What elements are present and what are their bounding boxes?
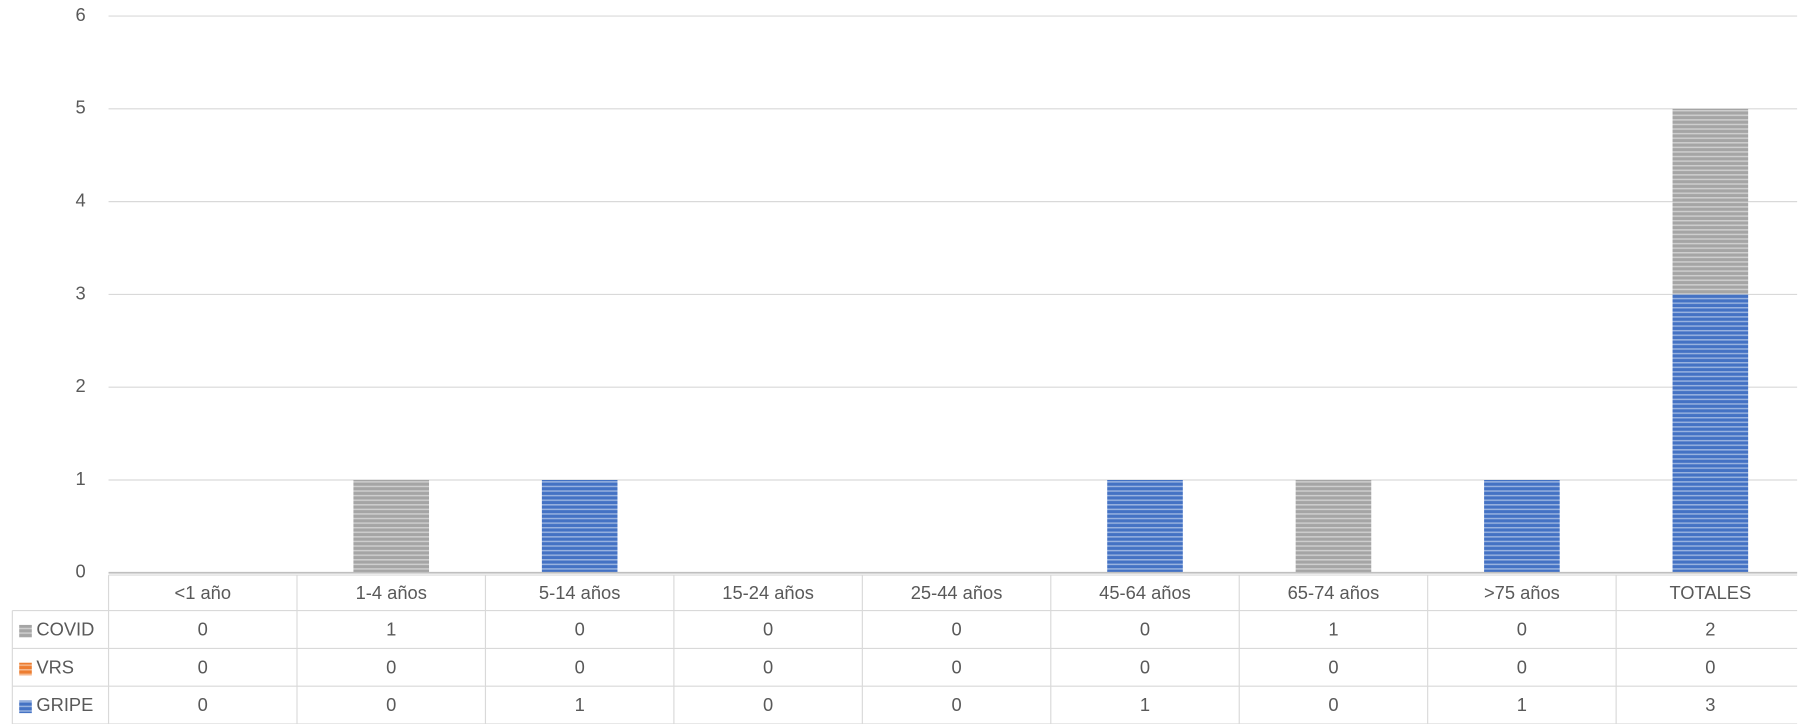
x-tick-label: <1 año — [175, 582, 232, 603]
table-value: 0 — [386, 656, 396, 677]
legend-label: VRS — [36, 656, 74, 677]
table-value: 0 — [198, 694, 208, 715]
table-value: 0 — [1328, 656, 1338, 677]
table-value: 0 — [1517, 618, 1527, 639]
table-value: 3 — [1705, 694, 1715, 715]
y-tick-label: 1 — [75, 468, 85, 489]
x-tick-label: >75 años — [1484, 582, 1560, 603]
table-value: 1 — [1328, 618, 1338, 639]
x-tick-label: 5-14 años — [539, 582, 620, 603]
table-value: 1 — [575, 694, 585, 715]
table-value: 0 — [1705, 656, 1715, 677]
table-value: 0 — [575, 656, 585, 677]
table-value: 0 — [1328, 694, 1338, 715]
table-value: 0 — [198, 656, 208, 677]
legend-label: COVID — [36, 618, 94, 639]
x-tick-label: 25-44 años — [911, 582, 1003, 603]
table-value: 0 — [763, 656, 773, 677]
table-value: 1 — [1517, 694, 1527, 715]
y-tick-label: 6 — [75, 4, 85, 25]
x-tick-label: 15-24 años — [722, 582, 814, 603]
y-tick-label: 4 — [75, 189, 85, 210]
bar-segment — [1672, 108, 1749, 295]
y-tick-label: 2 — [75, 375, 85, 396]
x-tick-label: 45-64 años — [1099, 582, 1191, 603]
bar-segment — [1672, 294, 1749, 573]
bar-segment — [1295, 479, 1372, 573]
bar-segment — [1107, 479, 1183, 573]
table-value: 0 — [951, 656, 961, 677]
table-value: 0 — [951, 694, 961, 715]
table-value: 1 — [1140, 694, 1150, 715]
bar-segment — [353, 479, 430, 573]
table-value: 0 — [763, 618, 773, 639]
y-tick-label: 5 — [75, 97, 85, 118]
table-value: 0 — [1517, 656, 1527, 677]
bar-segment — [541, 479, 618, 573]
y-tick-label: 3 — [75, 282, 85, 303]
x-tick-label: 1-4 años — [356, 582, 427, 603]
table-value: 2 — [1705, 618, 1715, 639]
x-tick-label: TOTALES — [1669, 582, 1751, 603]
table-value: 0 — [763, 694, 773, 715]
table-value: 0 — [1140, 618, 1150, 639]
table-value: 0 — [951, 618, 961, 639]
bar-segment — [1484, 479, 1560, 573]
table-value: 0 — [198, 618, 208, 639]
table-value: 0 — [575, 618, 585, 639]
y-tick-label: 0 — [75, 561, 85, 582]
legend-swatch — [19, 700, 32, 714]
x-tick-label: 65-74 años — [1288, 582, 1380, 603]
legend-swatch — [19, 662, 32, 676]
table-value: 1 — [386, 618, 396, 639]
legend-swatch — [19, 624, 32, 638]
table-value: 0 — [386, 694, 396, 715]
legend-label: GRIPE — [36, 694, 93, 715]
table-value: 0 — [1140, 656, 1150, 677]
